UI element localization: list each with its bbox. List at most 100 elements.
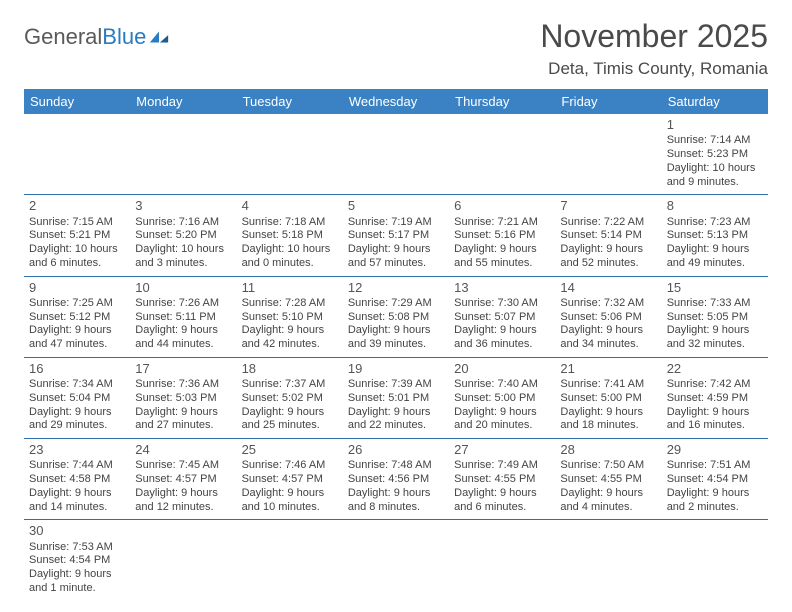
day-number: 5 — [348, 198, 444, 214]
daylight-text: Daylight: 9 hours and 8 minutes. — [348, 487, 444, 515]
sunrise-text: Sunrise: 7:46 AM — [242, 459, 338, 473]
calendar-table: SundayMondayTuesdayWednesdayThursdayFrid… — [24, 89, 768, 601]
calendar-cell-empty — [343, 114, 449, 195]
sunset-text: Sunset: 5:12 PM — [29, 311, 125, 325]
sunrise-text: Sunrise: 7:18 AM — [242, 216, 338, 230]
calendar-cell: 10Sunrise: 7:26 AMSunset: 5:11 PMDayligh… — [130, 276, 236, 357]
sunrise-text: Sunrise: 7:53 AM — [29, 541, 125, 555]
daylight-text: Daylight: 9 hours and 12 minutes. — [135, 487, 231, 515]
day-header: Friday — [555, 89, 661, 114]
day-number: 4 — [242, 198, 338, 214]
calendar-cell: 11Sunrise: 7:28 AMSunset: 5:10 PMDayligh… — [237, 276, 343, 357]
logo-text-1: General — [24, 24, 102, 50]
daylight-text: Daylight: 9 hours and 27 minutes. — [135, 406, 231, 434]
daylight-text: Daylight: 9 hours and 47 minutes. — [29, 324, 125, 352]
day-number: 11 — [242, 280, 338, 296]
sunset-text: Sunset: 5:08 PM — [348, 311, 444, 325]
sunrise-text: Sunrise: 7:49 AM — [454, 459, 550, 473]
sunrise-text: Sunrise: 7:48 AM — [348, 459, 444, 473]
day-number: 16 — [29, 361, 125, 377]
daylight-text: Daylight: 9 hours and 42 minutes. — [242, 324, 338, 352]
sunrise-text: Sunrise: 7:44 AM — [29, 459, 125, 473]
daylight-text: Daylight: 9 hours and 20 minutes. — [454, 406, 550, 434]
daylight-text: Daylight: 10 hours and 3 minutes. — [135, 243, 231, 271]
calendar-cell-empty — [449, 114, 555, 195]
sunset-text: Sunset: 5:11 PM — [135, 311, 231, 325]
day-header: Thursday — [449, 89, 555, 114]
sunset-text: Sunset: 5:14 PM — [560, 229, 656, 243]
sunset-text: Sunset: 5:04 PM — [29, 392, 125, 406]
calendar-cell: 3 Sunrise: 7:16 AMSunset: 5:20 PMDaylight… — [130, 195, 236, 276]
sunset-text: Sunset: 5:18 PM — [242, 229, 338, 243]
day-number: 12 — [348, 280, 444, 296]
daylight-text: Daylight: 9 hours and 36 minutes. — [454, 324, 550, 352]
calendar-cell: 24Sunrise: 7:45 AMSunset: 4:57 PMDayligh… — [130, 439, 236, 520]
calendar-row: 16Sunrise: 7:34 AMSunset: 5:04 PMDayligh… — [24, 357, 768, 438]
calendar-cell: 14Sunrise: 7:32 AMSunset: 5:06 PMDayligh… — [555, 276, 661, 357]
sunrise-text: Sunrise: 7:45 AM — [135, 459, 231, 473]
calendar-cell: 12Sunrise: 7:29 AMSunset: 5:08 PMDayligh… — [343, 276, 449, 357]
calendar-row: 1Sunrise: 7:14 AMSunset: 5:23 PMDaylight… — [24, 114, 768, 195]
calendar-cell: 1Sunrise: 7:14 AMSunset: 5:23 PMDaylight… — [662, 114, 768, 195]
sunset-text: Sunset: 5:21 PM — [29, 229, 125, 243]
calendar-cell-empty — [237, 520, 343, 601]
sunrise-text: Sunrise: 7:14 AM — [667, 134, 763, 148]
day-number: 10 — [135, 280, 231, 296]
sunrise-text: Sunrise: 7:28 AM — [242, 297, 338, 311]
day-number: 3 — [135, 198, 231, 214]
day-number: 23 — [29, 442, 125, 458]
sunset-text: Sunset: 4:57 PM — [242, 473, 338, 487]
day-number: 25 — [242, 442, 338, 458]
sunrise-text: Sunrise: 7:51 AM — [667, 459, 763, 473]
day-number: 22 — [667, 361, 763, 377]
calendar-cell: 8Sunrise: 7:23 AMSunset: 5:13 PMDaylight… — [662, 195, 768, 276]
title-block: November 2025 Deta, Timis County, Romani… — [540, 18, 768, 79]
sunrise-text: Sunrise: 7:22 AM — [560, 216, 656, 230]
daylight-text: Daylight: 9 hours and 32 minutes. — [667, 324, 763, 352]
sunset-text: Sunset: 5:13 PM — [667, 229, 763, 243]
calendar-cell-empty — [662, 520, 768, 601]
sunrise-text: Sunrise: 7:36 AM — [135, 378, 231, 392]
daylight-text: Daylight: 9 hours and 10 minutes. — [242, 487, 338, 515]
calendar-cell: 19Sunrise: 7:39 AMSunset: 5:01 PMDayligh… — [343, 357, 449, 438]
sunset-text: Sunset: 4:58 PM — [29, 473, 125, 487]
calendar-cell: 6Sunrise: 7:21 AMSunset: 5:16 PMDaylight… — [449, 195, 555, 276]
sunset-text: Sunset: 5:17 PM — [348, 229, 444, 243]
sunset-text: Sunset: 5:02 PM — [242, 392, 338, 406]
calendar-cell: 18Sunrise: 7:37 AMSunset: 5:02 PMDayligh… — [237, 357, 343, 438]
sunrise-text: Sunrise: 7:26 AM — [135, 297, 231, 311]
day-number: 26 — [348, 442, 444, 458]
sunset-text: Sunset: 5:20 PM — [135, 229, 231, 243]
day-header: Wednesday — [343, 89, 449, 114]
day-header: Saturday — [662, 89, 768, 114]
sunrise-text: Sunrise: 7:42 AM — [667, 378, 763, 392]
sunrise-text: Sunrise: 7:19 AM — [348, 216, 444, 230]
daylight-text: Daylight: 9 hours and 4 minutes. — [560, 487, 656, 515]
sunset-text: Sunset: 5:23 PM — [667, 148, 763, 162]
calendar-cell: 25Sunrise: 7:46 AMSunset: 4:57 PMDayligh… — [237, 439, 343, 520]
header: GeneralBlue November 2025 Deta, Timis Co… — [24, 18, 768, 79]
calendar-row: 23Sunrise: 7:44 AMSunset: 4:58 PMDayligh… — [24, 439, 768, 520]
calendar-cell-empty — [237, 114, 343, 195]
day-number: 2 — [29, 198, 125, 214]
sunrise-text: Sunrise: 7:16 AM — [135, 216, 231, 230]
day-header: Sunday — [24, 89, 130, 114]
day-number: 20 — [454, 361, 550, 377]
logo-text-2: Blue — [102, 24, 146, 50]
daylight-text: Daylight: 9 hours and 14 minutes. — [29, 487, 125, 515]
day-number: 14 — [560, 280, 656, 296]
calendar-cell: 27Sunrise: 7:49 AMSunset: 4:55 PMDayligh… — [449, 439, 555, 520]
calendar-cell: 13Sunrise: 7:30 AMSunset: 5:07 PMDayligh… — [449, 276, 555, 357]
calendar-cell: 22Sunrise: 7:42 AMSunset: 4:59 PMDayligh… — [662, 357, 768, 438]
calendar-cell-empty — [449, 520, 555, 601]
sunrise-text: Sunrise: 7:37 AM — [242, 378, 338, 392]
daylight-text: Daylight: 9 hours and 18 minutes. — [560, 406, 656, 434]
day-number: 27 — [454, 442, 550, 458]
calendar-cell: 29Sunrise: 7:51 AMSunset: 4:54 PMDayligh… — [662, 439, 768, 520]
calendar-row: 2Sunrise: 7:15 AMSunset: 5:21 PMDaylight… — [24, 195, 768, 276]
sunset-text: Sunset: 5:05 PM — [667, 311, 763, 325]
daylight-text: Daylight: 9 hours and 6 minutes. — [454, 487, 550, 515]
sunset-text: Sunset: 5:10 PM — [242, 311, 338, 325]
day-number: 19 — [348, 361, 444, 377]
sunrise-text: Sunrise: 7:50 AM — [560, 459, 656, 473]
